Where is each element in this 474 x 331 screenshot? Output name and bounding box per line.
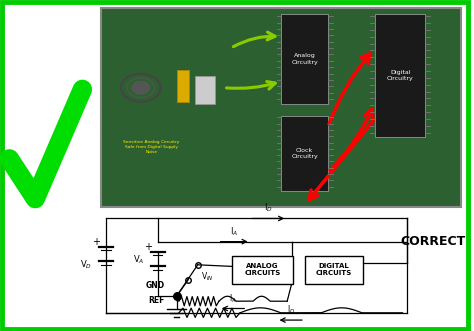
FancyBboxPatch shape: [232, 256, 293, 284]
FancyBboxPatch shape: [375, 14, 425, 137]
Text: +: +: [144, 242, 152, 252]
FancyBboxPatch shape: [101, 8, 461, 207]
Text: +: +: [92, 237, 100, 247]
Text: V$_{D}$: V$_{D}$: [80, 259, 92, 271]
Text: Digital
Circuitry: Digital Circuitry: [387, 70, 413, 81]
Text: V$_{A}$: V$_{A}$: [133, 254, 145, 266]
FancyBboxPatch shape: [2, 2, 468, 329]
FancyBboxPatch shape: [281, 116, 328, 191]
Text: GND: GND: [146, 281, 165, 290]
FancyBboxPatch shape: [195, 76, 215, 104]
Text: I$_{A}$: I$_{A}$: [230, 225, 238, 238]
Circle shape: [132, 81, 150, 94]
Text: Analog
Circuitry: Analog Circuitry: [292, 53, 318, 65]
Text: I$_{A}$: I$_{A}$: [229, 292, 237, 305]
Text: ANALOG
CIRCUITS: ANALOG CIRCUITS: [244, 263, 281, 276]
Text: Clock
Circuitry: Clock Circuitry: [292, 148, 318, 159]
Text: I$_{D}$: I$_{D}$: [287, 304, 295, 316]
Text: Sensitive Analog Circuitry
Safe from Digital Supply
Noise: Sensitive Analog Circuitry Safe from Dig…: [123, 140, 180, 155]
Text: V$_{IN}$: V$_{IN}$: [201, 271, 214, 283]
Text: DIGITAL
CIRCUITS: DIGITAL CIRCUITS: [316, 263, 352, 276]
Text: CORRECT: CORRECT: [401, 235, 466, 248]
FancyBboxPatch shape: [305, 256, 364, 284]
Text: REF: REF: [148, 296, 165, 305]
FancyBboxPatch shape: [281, 14, 328, 104]
Text: I$_{D}$: I$_{D}$: [264, 202, 273, 214]
FancyBboxPatch shape: [177, 70, 189, 102]
